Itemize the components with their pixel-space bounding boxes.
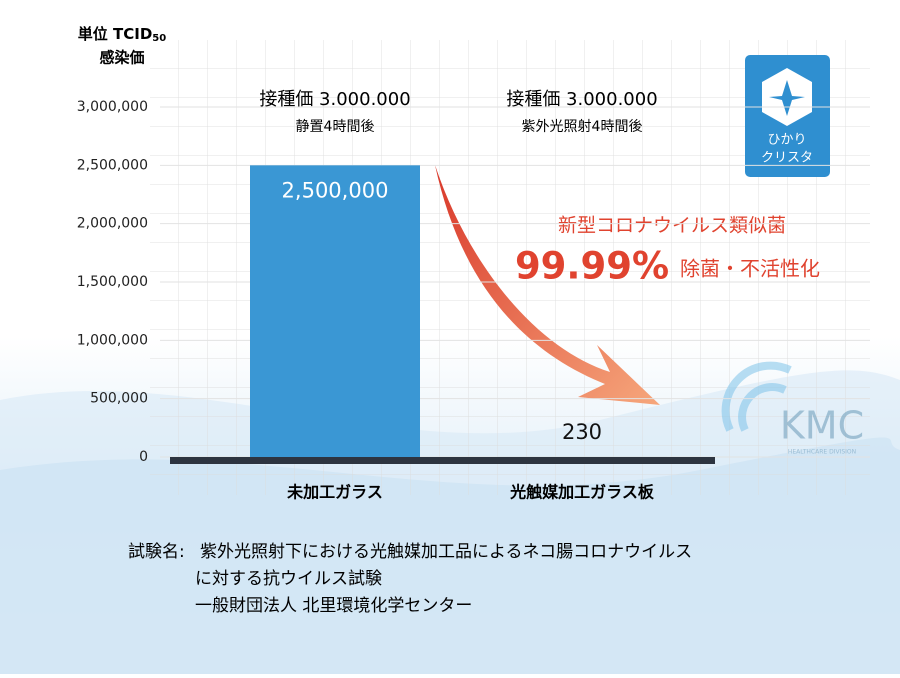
y-unit: 単位 TCID [78, 25, 153, 43]
x-tick-label: 光触媒加工ガラス板 [509, 483, 655, 502]
bar-subheader: 静置4時間後 [296, 119, 375, 135]
callout-text: 除菌・不活性化 [680, 257, 820, 281]
logo: ひかり クリスタ [745, 55, 830, 177]
footer-label: 試験名: [128, 542, 185, 562]
bar-header: 接種価 3.000.000 [506, 89, 657, 110]
y-tick-label: 1,500,000 [77, 274, 148, 290]
brand-sub: HEALTHCARE DIVISION [788, 449, 856, 456]
bar-header: 接種価 3.000.000 [259, 89, 410, 110]
value-label: 2,500,000 [282, 178, 389, 202]
value-label: 230 [562, 420, 602, 444]
bar [250, 165, 420, 457]
brand-name: KMC [780, 404, 864, 448]
y-axis-label: 感染価 [99, 49, 144, 67]
y-tick-label: 1,000,000 [77, 332, 148, 348]
footer-text: 紫外光照射下における光触媒加工品によるネコ腸コロナウイルス [200, 542, 692, 562]
y-subscript: 50 [152, 33, 166, 44]
bar-subheader: 紫外光照射4時間後 [522, 119, 643, 135]
logo-text: ひかり [767, 133, 806, 148]
y-tick-label: 2,500,000 [77, 157, 148, 173]
footer-text: 一般財団法人 北里環境化学センター [195, 596, 472, 616]
y-tick-label: 500,000 [90, 391, 148, 407]
x-tick-label: 未加工ガラス [286, 483, 383, 502]
callout-big: 99.99% [515, 245, 669, 288]
logo-text: クリスタ [761, 151, 813, 166]
y-tick-label: 2,000,000 [77, 216, 148, 232]
baseline [170, 457, 715, 464]
y-tick-label: 0 [139, 449, 148, 465]
y-tick-label: 3,000,000 [77, 99, 148, 115]
callout-text: 新型コロナウイルス類似菌 [558, 215, 786, 237]
footer-text: に対する抗ウイルス試験 [195, 569, 382, 589]
